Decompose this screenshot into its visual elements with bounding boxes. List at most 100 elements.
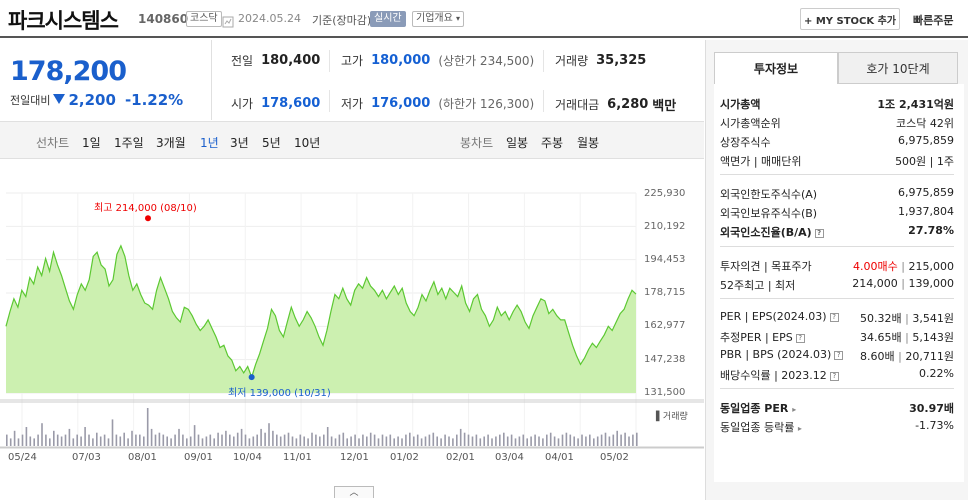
- sector-per-label: 동일업종 PER: [720, 402, 789, 415]
- volume-bar: [103, 434, 106, 446]
- collapse-chevron-icon[interactable]: ︿: [334, 486, 374, 498]
- volume-bar: [186, 438, 188, 446]
- realtime-tag[interactable]: 실시간: [370, 11, 406, 27]
- x-tick: 03/04: [495, 452, 524, 463]
- dividend-value: 0.22%: [919, 367, 954, 380]
- chart-icon: [222, 13, 234, 32]
- foreign-limit-row: 외국인한도주식수(A) 6,975,859: [720, 186, 954, 202]
- divider: [329, 50, 330, 72]
- volume-bar: [197, 434, 200, 446]
- shares-value: 6,975,859: [898, 134, 954, 147]
- low-marker: [248, 374, 255, 381]
- est-per-row: 추정PER | EPS? 34.65배 | 5,143원: [720, 331, 954, 344]
- volume-bar: [381, 434, 384, 446]
- market-cap-row: 시가총액 1조 2,431억원: [720, 96, 954, 112]
- volume-bar: [295, 438, 298, 446]
- investment-info-panel: 투자정보 호가 10단계 시가총액 1조 2,431억원 시가총액순위 코스닥 …: [705, 40, 968, 500]
- period-1d[interactable]: 1일: [82, 136, 101, 150]
- current-price-box: 178,200 전일대비 2,200 -1.22%: [0, 40, 212, 120]
- period-1y[interactable]: 1년: [200, 136, 219, 150]
- volume-bar: [389, 434, 392, 446]
- rank-label: 시가총액순위: [720, 117, 781, 130]
- volume-bar: [139, 434, 141, 446]
- quick-order-button[interactable]: 빠른주문: [913, 14, 954, 27]
- volume-bar: [577, 438, 579, 446]
- market-cap-label: 시가총액: [720, 98, 761, 111]
- volume-bar: [107, 438, 110, 446]
- price-chart[interactable]: [0, 160, 704, 500]
- volume-bar: [64, 434, 67, 446]
- volume-bar: [115, 434, 118, 446]
- foreign-held-value: 1,937,804: [898, 205, 954, 218]
- question-icon[interactable]: ?: [829, 312, 839, 322]
- question-icon[interactable]: ?: [795, 333, 805, 343]
- volume-bar: [170, 438, 172, 446]
- market-cap-value: 1조 2,431억원: [877, 98, 954, 111]
- add-mystock-button[interactable]: + MY STOCK 추가: [800, 8, 900, 30]
- period-3m[interactable]: 3개월: [156, 136, 186, 150]
- volume-bar: [452, 438, 454, 446]
- y-tick: 178,715: [644, 287, 686, 298]
- volume-bar: [162, 434, 165, 446]
- volume-bar: [393, 438, 395, 446]
- period-1w[interactable]: 1주일: [114, 136, 144, 150]
- volume-bar: [397, 436, 399, 446]
- question-icon[interactable]: ?: [814, 228, 824, 238]
- volume-bar: [49, 438, 51, 446]
- volume-bar: [330, 436, 333, 446]
- volume-bar: [604, 432, 607, 446]
- volume: 거래량 35,325: [555, 52, 646, 69]
- volume-bar: [287, 432, 290, 446]
- volume-bar: [174, 434, 176, 446]
- foreign-ratio-row: 외국인소진율(B/A)? 27.78%: [720, 224, 954, 240]
- chevron-down-icon: ▾: [456, 14, 461, 23]
- period-5y[interactable]: 5년: [262, 136, 281, 150]
- day-low: 저가 176,000 (하한가 126,300): [341, 95, 534, 112]
- quote-summary: 전일 180,400 고가 180,000 (상한가 234,500) 거래량 …: [213, 40, 704, 120]
- volume-bar: [248, 438, 251, 446]
- volume-bar: [369, 432, 372, 446]
- price-line: [5, 244, 637, 379]
- volume-bar: [178, 428, 180, 446]
- sector-change-row[interactable]: 동일업종 등락률 ▸ -1.73%: [720, 419, 954, 435]
- volume-legend: ▌거래량: [656, 412, 688, 422]
- prev-close: 전일 180,400: [231, 52, 320, 69]
- volume-bar: [244, 434, 247, 446]
- candle-weekly[interactable]: 주봉: [541, 136, 564, 150]
- period-3y[interactable]: 3년: [230, 136, 249, 150]
- volume-bar: [80, 436, 82, 446]
- volume-bar: [76, 434, 78, 446]
- per-eps-label: PER | EPS(2024.03): [720, 310, 827, 323]
- x-tick: 11/01: [283, 452, 312, 463]
- rank-value: 코스닥 42위: [896, 117, 954, 130]
- candle-daily[interactable]: 일봉: [506, 136, 529, 150]
- volume-bar: [565, 432, 568, 446]
- question-icon[interactable]: ?: [829, 371, 839, 381]
- volume-bar: [323, 434, 325, 446]
- volume-bar: [549, 432, 552, 446]
- sector-per-value: 30.97배: [909, 402, 954, 415]
- volume-bar: [25, 427, 28, 446]
- sector-per-row[interactable]: 동일업종 PER ▸ 30.97배: [720, 400, 954, 416]
- tab-investment-info[interactable]: 투자정보: [714, 52, 838, 84]
- pbr-row: PBR | BPS (2024.03)? 8.60배 | 20,711원: [720, 348, 954, 363]
- y-tick: 162,977: [644, 320, 686, 331]
- divider: [543, 50, 544, 72]
- candle-chart-label: 봉차트: [460, 136, 494, 150]
- volume-bar: [346, 438, 348, 446]
- per-value: 50.32배: [860, 312, 902, 325]
- 52week-row: 52주최고 | 최저 214,000 | 139,000: [720, 277, 954, 292]
- dividend-label: 배당수익률 | 2023.12: [720, 369, 827, 382]
- volume-bar: [229, 434, 231, 446]
- eps-value: 3,541원: [912, 312, 954, 325]
- period-10y[interactable]: 10년: [294, 136, 321, 150]
- tab-order-book[interactable]: 호가 10단계: [838, 52, 958, 84]
- x-tick: 02/01: [446, 452, 475, 463]
- candle-monthly[interactable]: 월봉: [577, 136, 600, 150]
- sector-change-value: -1.73%: [915, 419, 954, 432]
- volume-bar: [9, 438, 12, 446]
- question-icon[interactable]: ?: [834, 350, 844, 360]
- company-overview-button[interactable]: 기업개요 ▾: [412, 11, 465, 27]
- volume-bar: [585, 436, 587, 446]
- vs-prev-label: 전일대비: [10, 94, 51, 107]
